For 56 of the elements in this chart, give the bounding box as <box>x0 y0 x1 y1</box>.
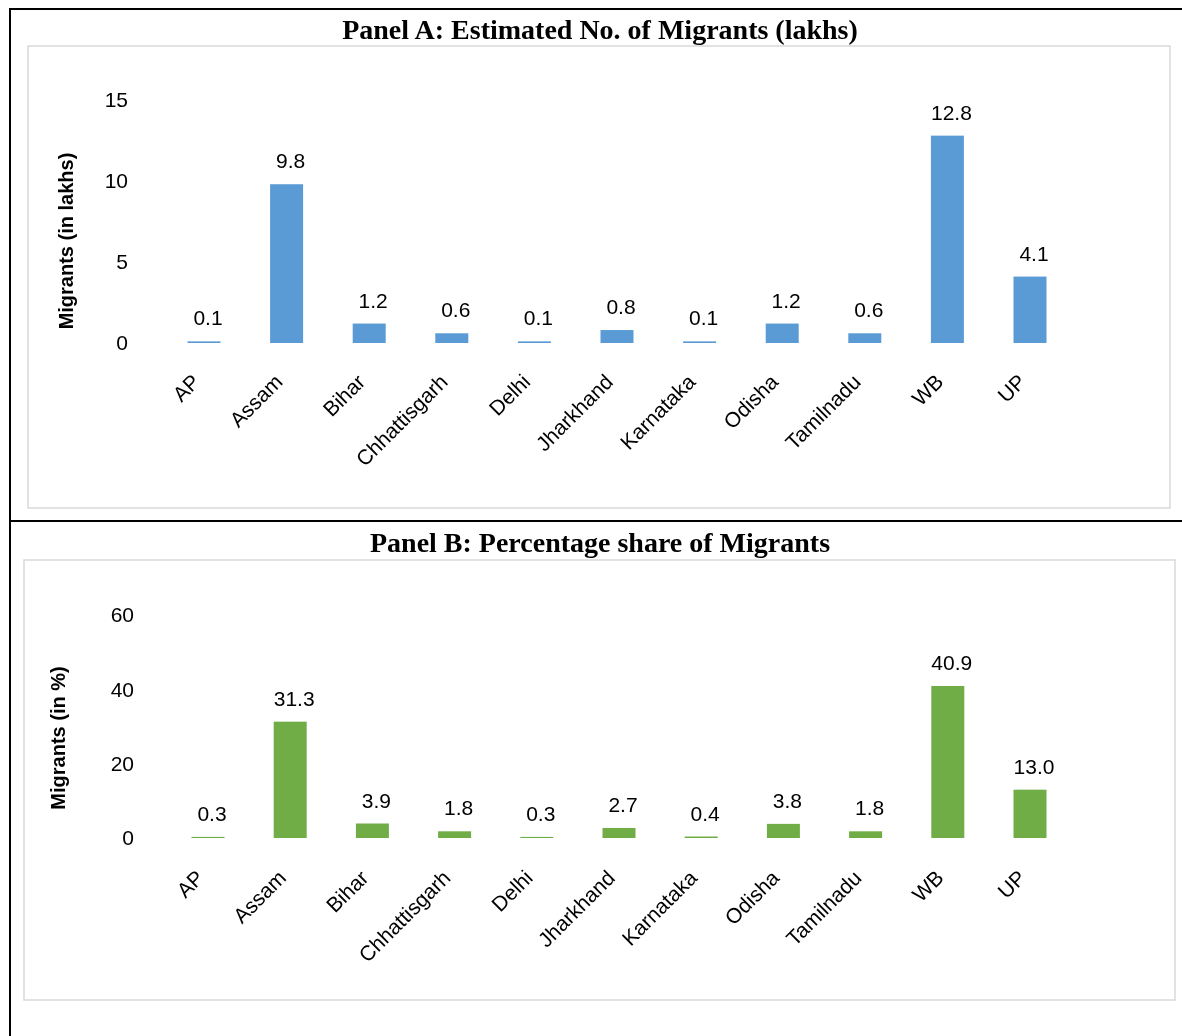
data-label: 3.9 <box>361 788 391 812</box>
data-label: 1.8 <box>444 796 474 820</box>
data-label: 0.6 <box>441 298 471 322</box>
data-label: 31.3 <box>273 686 315 710</box>
data-label: 9.8 <box>276 149 306 173</box>
bar <box>602 827 636 838</box>
data-label: 0.1 <box>193 306 223 330</box>
y-tick-label: 10 <box>104 169 128 193</box>
x-tick-label: AP <box>167 369 205 406</box>
y-axis-title: Migrants (in lakhs) <box>55 152 77 330</box>
data-label: 0.1 <box>523 306 553 330</box>
data-label: 12.8 <box>930 100 972 124</box>
bar <box>766 823 800 838</box>
bar <box>355 823 389 838</box>
bar <box>273 721 307 838</box>
y-tick-label: 60 <box>110 603 134 627</box>
y-tick-label: 20 <box>110 751 134 775</box>
bar <box>931 685 965 838</box>
data-label: 2.7 <box>608 792 638 816</box>
data-label: 1.8 <box>855 796 885 820</box>
data-label: 3.8 <box>772 788 802 812</box>
bar <box>1013 276 1047 343</box>
y-tick-label: 40 <box>110 677 134 701</box>
x-tick-label: AP <box>171 865 209 902</box>
x-tick-label: UP <box>993 369 1031 407</box>
bar <box>765 323 799 343</box>
bar <box>848 333 882 343</box>
data-label: 13.0 <box>1013 754 1055 778</box>
bar <box>1013 789 1047 838</box>
y-tick-label: 0 <box>116 331 128 355</box>
bar <box>930 135 964 343</box>
bar <box>270 184 304 343</box>
data-label: 4.1 <box>1019 241 1049 265</box>
data-label: 1.2 <box>771 288 801 312</box>
data-label: 0.8 <box>606 295 636 319</box>
x-tick-label: WB <box>907 369 948 410</box>
y-axis-title: Migrants (in %) <box>47 666 69 810</box>
bar <box>352 323 386 343</box>
bar <box>438 831 472 838</box>
data-label: 0.6 <box>854 298 884 322</box>
data-label: 1.2 <box>358 288 388 312</box>
x-tick-label: WB <box>907 865 948 906</box>
data-label: 0.4 <box>690 801 721 825</box>
data-label: 0.3 <box>197 801 227 825</box>
chart-title: Panel B: Percentage share of Migrants <box>369 527 831 558</box>
bar <box>435 333 469 343</box>
y-tick-label: 15 <box>104 88 128 112</box>
data-label: 0.1 <box>689 306 719 330</box>
bar <box>849 831 883 838</box>
data-label: 0.3 <box>526 801 556 825</box>
y-tick-label: 0 <box>122 826 134 850</box>
chart-title: Panel A: Estimated No. of Migrants (lakhs) <box>342 14 858 45</box>
bar <box>600 330 634 343</box>
y-tick-label: 5 <box>116 250 128 274</box>
x-tick-label: UP <box>993 865 1031 903</box>
data-label: 40.9 <box>931 650 973 674</box>
